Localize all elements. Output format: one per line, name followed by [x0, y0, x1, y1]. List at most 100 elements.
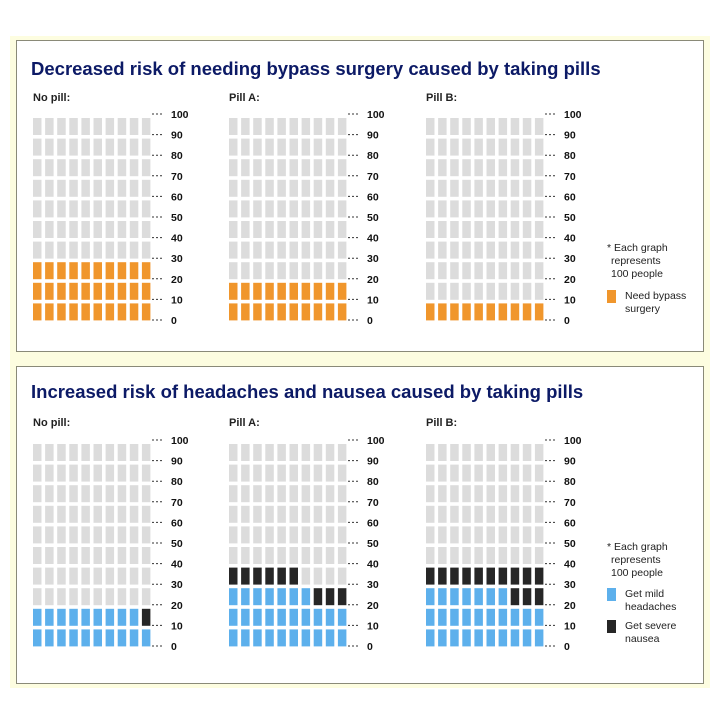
empty-cell — [129, 118, 139, 135]
empty-cell — [45, 138, 54, 156]
filled-cell-series-0 — [534, 303, 544, 321]
filled-cell-series-0 — [325, 629, 335, 647]
empty-cell — [229, 444, 238, 461]
empty-cell — [241, 221, 250, 238]
group-0: No pill: 0 10 20 30 40 50 60 70 80 90 100 — [33, 417, 189, 653]
empty-cell — [81, 444, 90, 461]
empty-cell — [33, 221, 42, 238]
filled-cell-series-0 — [33, 282, 42, 300]
empty-cell — [438, 444, 447, 461]
empty-cell — [313, 505, 323, 523]
empty-cell — [289, 444, 298, 461]
empty-cell — [81, 547, 90, 564]
filled-cell-series-0 — [81, 303, 90, 321]
empty-cell — [337, 526, 347, 544]
empty-cell — [498, 282, 508, 300]
empty-cell — [117, 118, 127, 135]
tick-label: 70 — [367, 497, 379, 509]
legend-label: Need bypass — [625, 290, 686, 302]
filled-cell-series-0 — [534, 608, 544, 626]
empty-cell — [486, 118, 495, 135]
empty-cell — [129, 159, 139, 177]
group-1: Pill A: 0 10 20 30 40 50 60 70 80 90 100 — [229, 92, 385, 327]
empty-cell — [486, 179, 495, 197]
tick-label: 0 — [367, 315, 373, 327]
empty-cell — [105, 179, 115, 197]
empty-cell — [426, 485, 435, 503]
filled-cell-series-0 — [93, 608, 102, 626]
empty-cell — [325, 138, 335, 156]
tick-label: 50 — [564, 212, 576, 224]
empty-cell — [486, 485, 495, 503]
filled-cell-series-0 — [229, 608, 238, 626]
filled-cell-series-0 — [522, 629, 532, 647]
empty-cell — [462, 118, 471, 135]
empty-cell — [253, 485, 262, 503]
filled-cell-series-0 — [93, 262, 102, 280]
filled-cell-series-0 — [81, 629, 90, 647]
empty-cell — [45, 118, 54, 135]
filled-cell-series-0 — [313, 282, 323, 300]
filled-cell-series-0 — [117, 282, 127, 300]
empty-cell — [486, 282, 495, 300]
filled-cell-series-0 — [301, 608, 311, 626]
empty-cell — [69, 179, 78, 197]
empty-cell — [325, 505, 335, 523]
empty-cell — [325, 221, 335, 238]
empty-cell — [141, 179, 151, 197]
tick-label: 30 — [171, 579, 183, 591]
empty-cell — [510, 485, 520, 503]
filled-cell-series-0 — [265, 303, 274, 321]
filled-cell-series-0 — [141, 282, 151, 300]
empty-cell — [229, 241, 238, 259]
empty-cell — [93, 200, 102, 218]
empty-cell — [522, 485, 532, 503]
empty-cell — [253, 262, 262, 280]
tick-label: 80 — [367, 476, 379, 488]
empty-cell — [510, 221, 520, 238]
empty-cell — [325, 444, 335, 461]
tick-label: 100 — [367, 109, 385, 121]
empty-cell — [33, 241, 42, 259]
empty-cell — [81, 485, 90, 503]
empty-cell — [105, 118, 115, 135]
tick-label: 90 — [564, 130, 576, 142]
empty-cell — [241, 138, 250, 156]
tick-label: 90 — [171, 456, 183, 468]
empty-cell — [486, 262, 495, 280]
empty-cell — [498, 505, 508, 523]
empty-cell — [498, 262, 508, 280]
empty-cell — [498, 118, 508, 135]
empty-cell — [289, 547, 298, 564]
empty-cell — [229, 159, 238, 177]
filled-cell-series-0 — [426, 303, 435, 321]
empty-cell — [117, 588, 127, 606]
empty-cell — [253, 221, 262, 238]
tick-label: 70 — [564, 171, 576, 183]
filled-cell-series-0 — [289, 303, 298, 321]
empty-cell — [265, 505, 274, 523]
empty-cell — [522, 526, 532, 544]
filled-cell-series-0 — [253, 303, 262, 321]
filled-cell-series-0 — [129, 282, 139, 300]
empty-cell — [313, 444, 323, 461]
filled-cell-series-0 — [105, 282, 115, 300]
empty-cell — [510, 241, 520, 259]
empty-cell — [289, 241, 298, 259]
empty-cell — [241, 262, 250, 280]
bypass-surgery-panel: Decreased risk of needing bypass surgery… — [16, 40, 704, 352]
empty-cell — [253, 159, 262, 177]
empty-cell — [129, 241, 139, 259]
empty-cell — [129, 567, 139, 585]
filled-cell-series-0 — [486, 588, 495, 606]
empty-cell — [438, 138, 447, 156]
empty-cell — [129, 221, 139, 238]
empty-cell — [265, 485, 274, 503]
filled-cell-series-0 — [33, 303, 42, 321]
empty-cell — [241, 444, 250, 461]
empty-cell — [265, 526, 274, 544]
empty-cell — [141, 567, 151, 585]
tick-label: 80 — [564, 150, 576, 162]
filled-cell-series-0 — [277, 629, 286, 647]
empty-cell — [301, 159, 311, 177]
